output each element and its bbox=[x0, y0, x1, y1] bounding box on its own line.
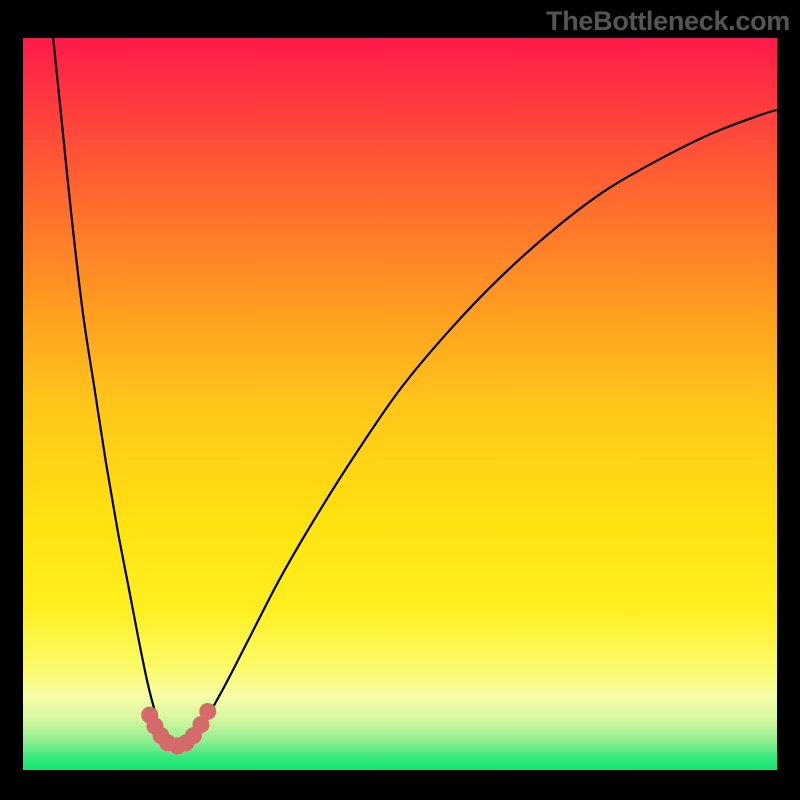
gradient-background bbox=[23, 38, 777, 770]
valley-marker bbox=[199, 703, 216, 720]
watermark-text: TheBottleneck.com bbox=[546, 6, 790, 37]
plot-svg bbox=[23, 38, 777, 770]
plot-area bbox=[23, 38, 777, 770]
